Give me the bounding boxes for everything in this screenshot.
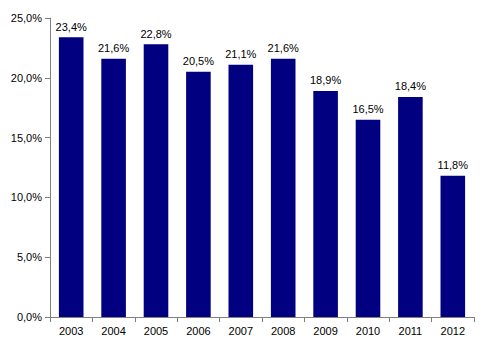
svg-text:18,4%: 18,4% <box>395 80 426 92</box>
svg-text:2006: 2006 <box>186 325 210 337</box>
svg-text:2005: 2005 <box>144 325 168 337</box>
svg-text:21,1%: 21,1% <box>225 48 256 60</box>
svg-text:21,6%: 21,6% <box>268 42 299 54</box>
svg-text:11,8%: 11,8% <box>438 159 469 171</box>
svg-text:25,0%: 25,0% <box>11 12 42 24</box>
svg-text:2003: 2003 <box>59 325 83 337</box>
svg-text:10,0%: 10,0% <box>11 191 42 203</box>
svg-text:21,6%: 21,6% <box>98 42 129 54</box>
svg-text:2012: 2012 <box>441 325 465 337</box>
svg-text:2008: 2008 <box>271 325 295 337</box>
svg-text:16,5%: 16,5% <box>352 103 383 115</box>
svg-text:20,0%: 20,0% <box>11 72 42 84</box>
svg-text:2011: 2011 <box>399 325 423 337</box>
svg-text:2007: 2007 <box>229 325 253 337</box>
svg-text:23,4%: 23,4% <box>56 21 87 33</box>
svg-text:2009: 2009 <box>313 325 337 337</box>
svg-text:5,0%: 5,0% <box>17 251 42 263</box>
svg-text:2010: 2010 <box>356 325 380 337</box>
svg-text:20,5%: 20,5% <box>183 55 214 67</box>
svg-text:18,9%: 18,9% <box>310 74 341 86</box>
svg-text:0,0%: 0,0% <box>17 311 42 323</box>
svg-text:22,8%: 22,8% <box>140 28 171 40</box>
svg-text:15,0%: 15,0% <box>11 132 42 144</box>
svg-text:2004: 2004 <box>101 325 125 337</box>
